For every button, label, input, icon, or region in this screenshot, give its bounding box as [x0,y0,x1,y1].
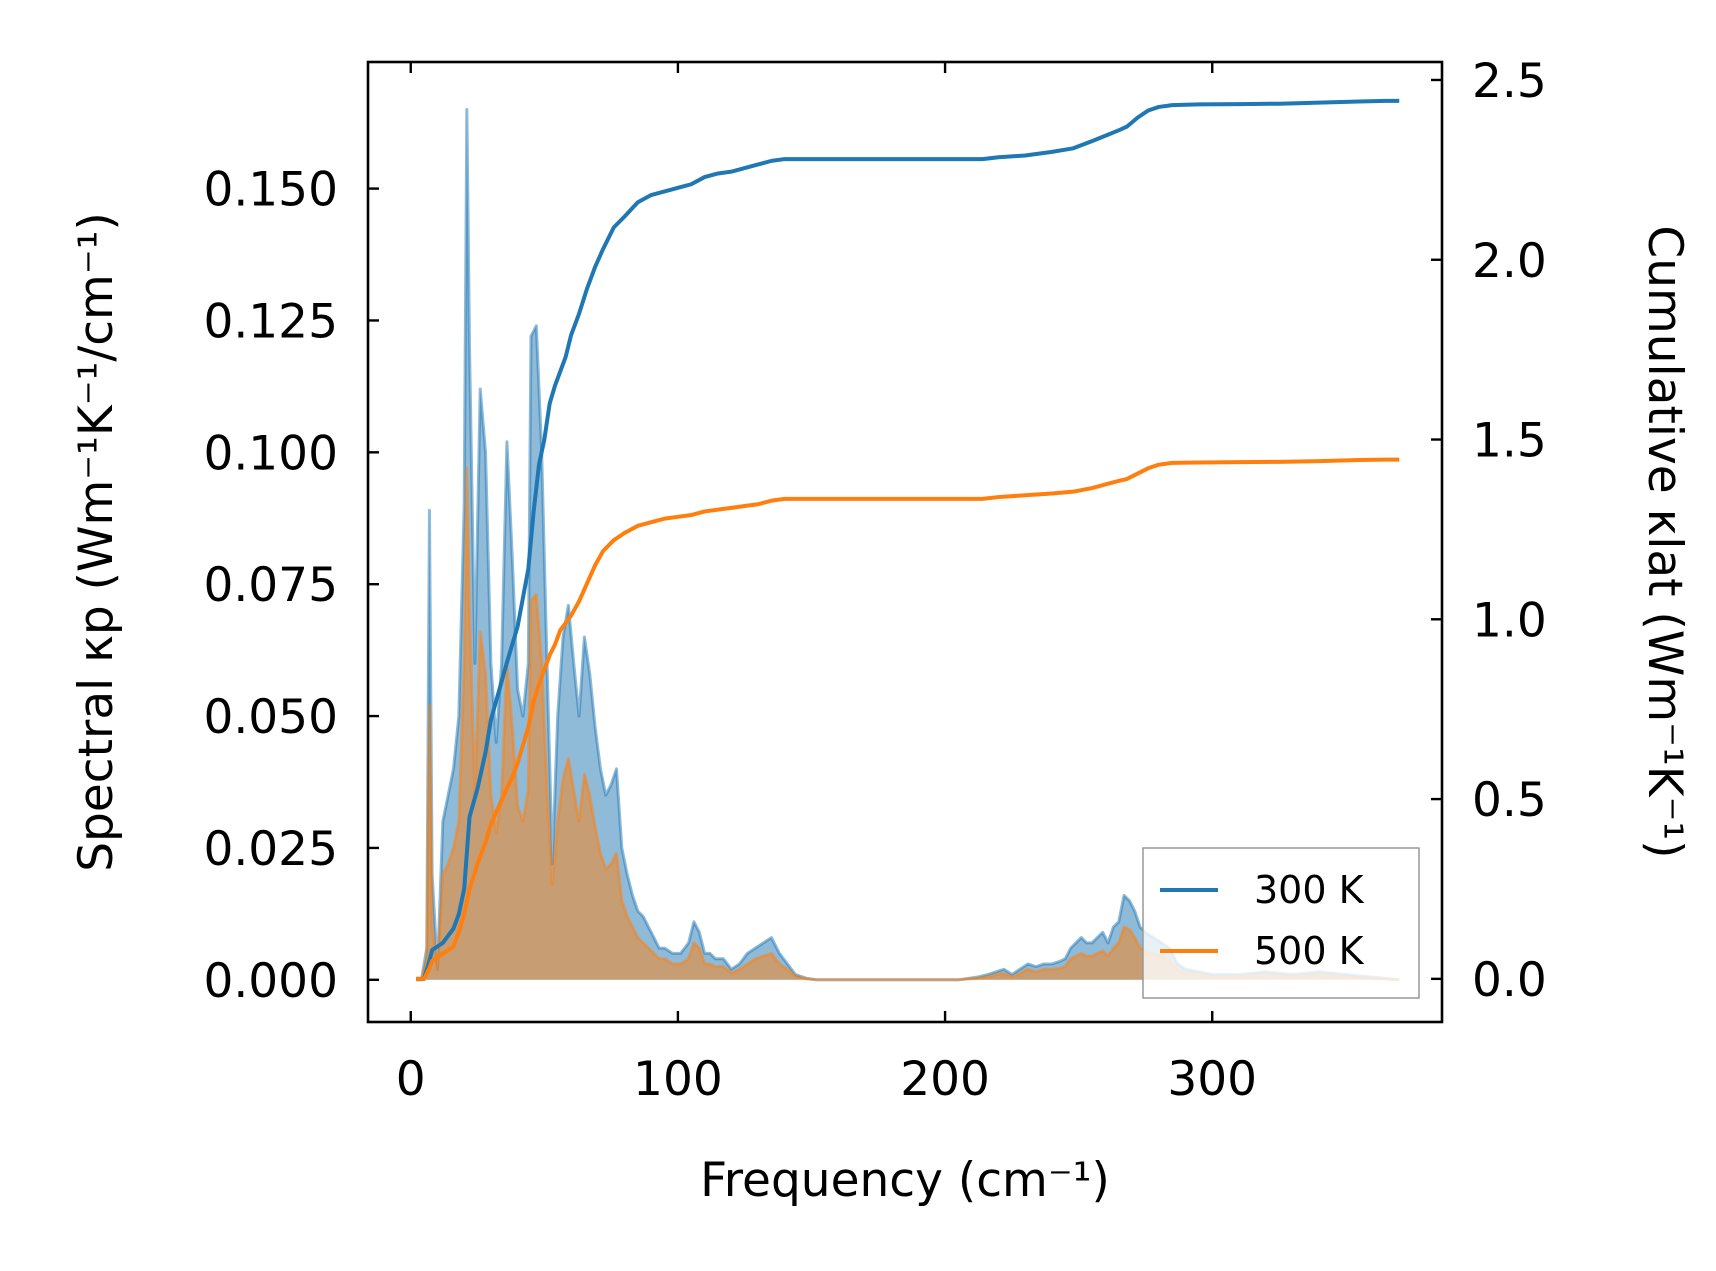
y-tick-label-right: 1.0 [1472,593,1547,648]
spectral-area-500k [416,468,1400,980]
legend-label-500k: 500 K [1254,929,1365,973]
y-tick-label-left: 0.150 [203,163,338,218]
spectral-outline-500k [416,466,1400,982]
series-line-layer [416,98,1400,981]
cumulative-line-300k [416,98,1400,981]
x-tick-label: 300 [1167,1052,1257,1107]
spectral-fill-layer [416,107,1400,982]
x-tick-label: 200 [900,1052,990,1107]
y-tick-label-left: 0.075 [203,558,338,613]
spectral-outline-300k [416,107,1400,982]
legend-label-300k: 300 K [1254,868,1365,912]
y-tick-label-right: 2.0 [1472,234,1547,289]
y-axis-label-left: Spectral κp (Wm⁻¹K⁻¹/cm⁻¹) [69,212,124,872]
y-tick-label-right: 2.5 [1472,54,1547,109]
y-tick-label-left: 0.025 [203,822,338,877]
y-tick-label-right: 1.5 [1472,414,1547,469]
y-tick-label-left: 0.100 [203,426,338,481]
y-tick-label-right: 0.5 [1472,773,1547,828]
tick-layer: 0 100 200 300 0.000 0.025 0.050 0.075 0.100 0.125… [203,54,1546,1107]
y-tick-label-left: 0.000 [203,954,338,1009]
y-axis-label-right: Cumulative κlat (Wm⁻¹K⁻¹) [1637,225,1692,858]
y-tick-label-right: 0.0 [1472,953,1547,1008]
legend-box [1142,847,1420,999]
y-tick-label-left: 0.050 [203,690,338,745]
plot-frame [366,60,1444,1024]
y-tick-label-left: 0.125 [203,294,338,349]
legend: 300 K 500 K [1142,847,1420,999]
x-tick-label: 0 [396,1052,426,1107]
x-axis-label: Frequency (cm⁻¹) [700,1153,1110,1208]
cumulative-line-500k [416,457,1400,981]
x-tick-label: 100 [633,1052,723,1107]
